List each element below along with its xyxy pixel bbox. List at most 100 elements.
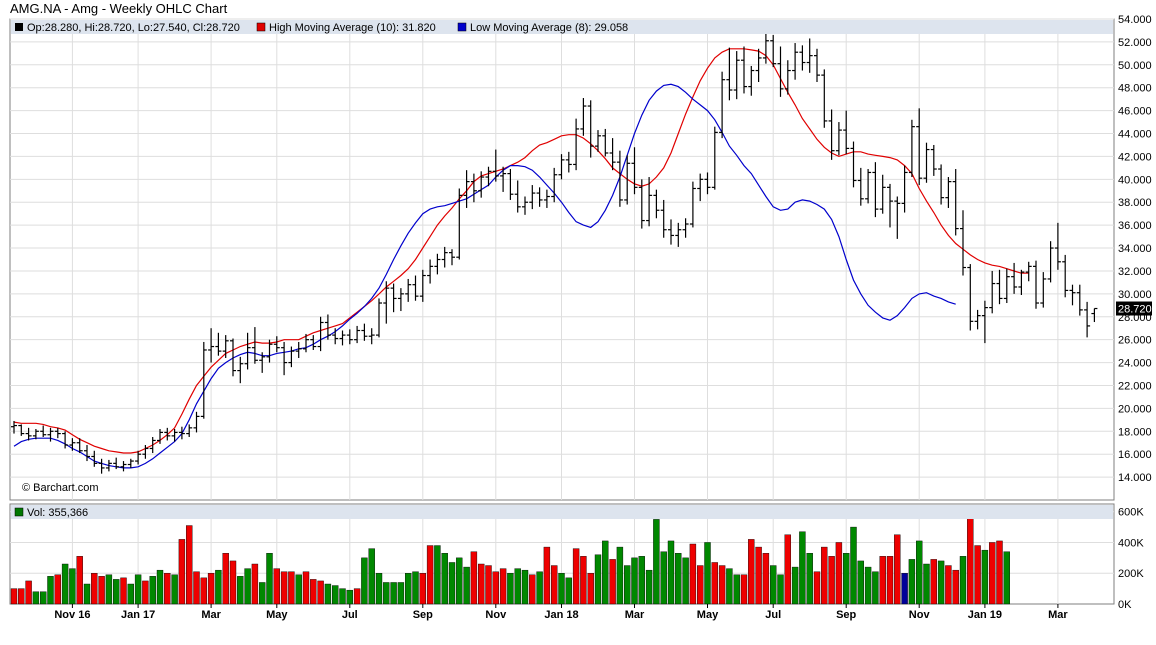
ohlc-bar bbox=[1069, 284, 1076, 306]
ohlc-bar bbox=[346, 329, 353, 345]
price-y-axis: 14.000 16.000 18.000 20.000 22.000 24.000 26.0… bbox=[1118, 14, 1152, 484]
ohlc-bar bbox=[697, 173, 704, 202]
ohlc-bar bbox=[638, 179, 645, 229]
ohlc-bar bbox=[719, 71, 726, 139]
ohlc-bar bbox=[310, 335, 317, 350]
volume-legend-bar bbox=[11, 505, 1113, 519]
volume-bar bbox=[412, 571, 419, 605]
volume-bar bbox=[835, 542, 843, 605]
volume-bar bbox=[916, 540, 923, 605]
volume-bar bbox=[171, 574, 178, 605]
volume-bar bbox=[332, 585, 339, 605]
ohlc-bar bbox=[689, 181, 696, 228]
ohlc-bar bbox=[368, 328, 375, 345]
ohlc-legend-swatch bbox=[15, 23, 23, 31]
volume-bar bbox=[426, 545, 434, 605]
x-tick-label: Nov 16 bbox=[54, 609, 90, 621]
price-y-tick: 30.000 bbox=[1118, 289, 1152, 301]
ohlc-bar bbox=[799, 45, 806, 71]
volume-bar bbox=[127, 583, 135, 605]
volume-bar bbox=[697, 565, 704, 605]
volume-bar bbox=[405, 573, 412, 605]
volume-bar bbox=[733, 574, 740, 605]
price-y-tick: 40.000 bbox=[1118, 174, 1152, 186]
volume-bar bbox=[521, 569, 529, 605]
ohlc-bar bbox=[609, 138, 616, 171]
ohlc-bar bbox=[1084, 301, 1091, 338]
ohlc-legend-label: Op:28.280, Hi:28.720, Lo:27.540, Cl:28.7… bbox=[27, 22, 240, 34]
volume-bar bbox=[755, 546, 762, 605]
ohlc-bar bbox=[295, 341, 302, 358]
volume-bar bbox=[660, 551, 667, 605]
ohlc-bar bbox=[222, 335, 229, 358]
x-tick-label: Sep bbox=[836, 609, 856, 621]
volume-bar bbox=[288, 571, 295, 605]
volume-bar bbox=[10, 588, 18, 605]
volume-bar bbox=[112, 579, 120, 605]
ohlc-bar bbox=[492, 149, 499, 182]
ohlc-bar bbox=[91, 450, 98, 467]
price-y-tick: 32.000 bbox=[1118, 266, 1152, 278]
ohlc-bar bbox=[1003, 268, 1010, 304]
volume-bar bbox=[908, 559, 916, 605]
ohlc-bar bbox=[543, 189, 550, 208]
ohlc-bar bbox=[193, 411, 200, 433]
ohlc-bar bbox=[449, 249, 455, 266]
ohlc-bar bbox=[872, 162, 879, 218]
ohlc-bar bbox=[923, 142, 930, 183]
volume-bar bbox=[207, 573, 215, 605]
ohlc-bar bbox=[470, 173, 477, 203]
volume-bar bbox=[791, 566, 799, 605]
volume-bar bbox=[105, 574, 113, 605]
ohlc-bar bbox=[1076, 284, 1083, 316]
ohlc-bar bbox=[733, 51, 740, 100]
ohlc-bar bbox=[11, 420, 17, 434]
volume-bar bbox=[353, 588, 361, 605]
volume-bar bbox=[959, 556, 967, 605]
ohlc-bar bbox=[755, 48, 762, 82]
volume-bar bbox=[178, 539, 186, 605]
volume-bar bbox=[244, 568, 251, 605]
volume-bar bbox=[952, 569, 959, 605]
ohlc-bar bbox=[397, 288, 404, 312]
ohlc-bar bbox=[580, 98, 587, 136]
ohlc-bar bbox=[1011, 262, 1018, 294]
ohlc-bar bbox=[200, 341, 207, 419]
high-ma-legend-swatch bbox=[256, 22, 266, 32]
ohlc-bar bbox=[405, 278, 412, 302]
ohlc-bar bbox=[828, 109, 835, 160]
ohlc-bar bbox=[624, 155, 631, 205]
ohlc-bar bbox=[784, 60, 791, 95]
ohlc-bar bbox=[711, 126, 718, 190]
volume-bar bbox=[339, 588, 346, 605]
price-y-tick: 16.000 bbox=[1118, 449, 1152, 461]
x-tick-label: Mar bbox=[625, 609, 645, 621]
volume-bar bbox=[478, 563, 485, 605]
volume-y-tick: 0K bbox=[1118, 599, 1132, 611]
volume-y-tick: 400K bbox=[1118, 537, 1144, 549]
ohlc-bar bbox=[230, 338, 236, 377]
volume-bar bbox=[602, 540, 609, 605]
volume-bar bbox=[368, 548, 375, 605]
ohlc-bar bbox=[441, 246, 448, 268]
ohlc-bar bbox=[456, 188, 463, 260]
volume-bar bbox=[61, 563, 69, 605]
price-y-tick: 26.000 bbox=[1118, 335, 1152, 347]
ohlc-bar bbox=[76, 438, 83, 454]
x-tick-label: Jul bbox=[342, 609, 358, 621]
ohlc-bar bbox=[500, 166, 507, 192]
x-tick-label: Jan 18 bbox=[544, 609, 578, 621]
volume-bar bbox=[375, 573, 383, 605]
ohlc-bar bbox=[879, 174, 886, 214]
ohlc-bar bbox=[317, 316, 324, 352]
ohlc-bar bbox=[792, 43, 799, 80]
volume-bar bbox=[463, 566, 470, 605]
price-y-tick: 22.000 bbox=[1118, 380, 1152, 392]
low-ma-legend-swatch bbox=[457, 22, 467, 32]
volume-bar bbox=[974, 545, 981, 605]
ohlc-bar bbox=[47, 427, 54, 442]
ohlc-bar bbox=[105, 459, 112, 472]
ohlc-bar bbox=[281, 341, 288, 376]
price-y-tick: 42.000 bbox=[1118, 151, 1152, 163]
ohlc-bar bbox=[631, 147, 638, 195]
